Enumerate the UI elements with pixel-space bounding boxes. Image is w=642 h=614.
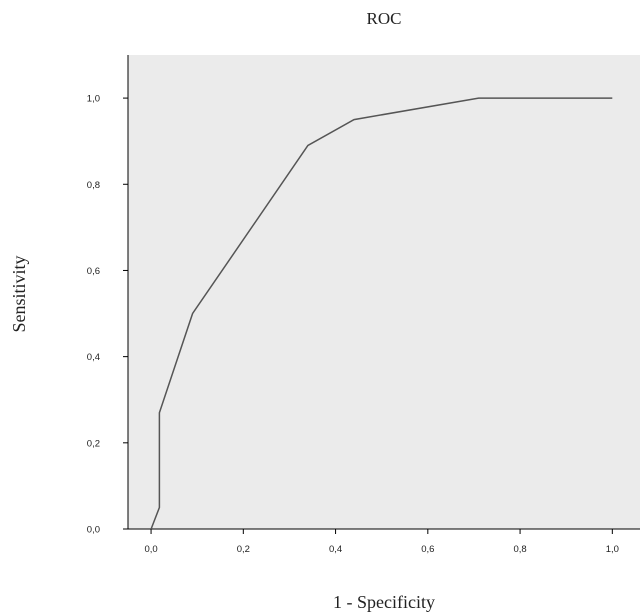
y-tick-label: 0,0 <box>87 525 100 536</box>
x-tick-label: 0,2 <box>237 544 250 555</box>
x-tick-label: 0,6 <box>421 544 434 555</box>
plot-area <box>128 55 640 529</box>
y-tick-label: 1,0 <box>87 94 100 105</box>
x-tick-label: 0,0 <box>144 544 157 555</box>
x-axis-ticks: 0,0 0,2 0,4 0,6 0,8 1,0 <box>144 529 619 555</box>
roc-curve <box>150 97 613 530</box>
x-tick-label: 0,4 <box>329 544 342 555</box>
y-tick-label: 0,6 <box>87 266 100 277</box>
x-axis-title: 1 - Specificity <box>333 592 435 612</box>
x-tick-label: 1,0 <box>606 544 619 555</box>
y-axis-title: Sensitivity <box>9 255 29 332</box>
chart-title: ROC <box>367 9 402 28</box>
y-tick-label: 0,4 <box>87 352 100 363</box>
y-axis-ticks: 0,0 0,2 0,4 0,6 0,8 1,0 <box>87 94 128 536</box>
y-tick-label: 0,8 <box>87 180 100 191</box>
y-tick-label: 0,2 <box>87 438 100 449</box>
x-tick-label: 0,8 <box>513 544 526 555</box>
